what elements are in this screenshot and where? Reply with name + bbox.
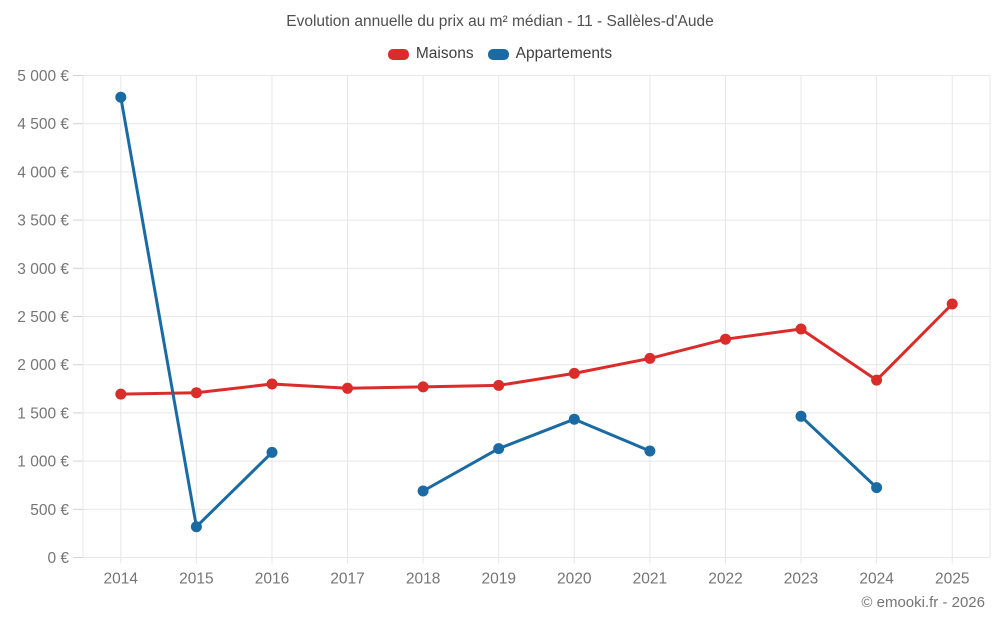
data-point-maisons-2022[interactable]	[720, 333, 731, 345]
data-point-appartements-2018[interactable]	[417, 485, 429, 497]
copyright-credit: © emooki.fr - 2026	[861, 594, 985, 611]
y-axis-label: 1 000 €	[17, 454, 69, 471]
x-axis-label: 2018	[406, 571, 440, 588]
chart-title: Evolution annuelle du prix au m² médian …	[286, 13, 714, 30]
y-axis-label: 4 000 €	[17, 164, 69, 181]
appartements-swatch-icon	[487, 48, 509, 60]
data-point-maisons-2025[interactable]	[946, 298, 958, 310]
data-point-maisons-2015[interactable]	[190, 387, 202, 399]
y-axis-label: 2 000 €	[17, 357, 69, 374]
data-point-maisons-2023[interactable]	[795, 323, 807, 335]
data-point-appartements-2014[interactable]	[115, 91, 127, 103]
legend-label-maisons: Maisons	[415, 45, 474, 62]
data-point-appartements-2016[interactable]	[266, 446, 278, 458]
data-point-maisons-2014[interactable]	[115, 388, 127, 400]
maisons-swatch-icon	[387, 48, 409, 60]
y-axis-label: 1 500 €	[17, 405, 69, 422]
legend-label-appartements: Appartements	[515, 45, 613, 62]
x-axis-label: 2021	[633, 571, 667, 588]
data-point-maisons-2016[interactable]	[266, 378, 278, 390]
x-axis-label: 2023	[784, 571, 818, 588]
data-point-maisons-2021[interactable]	[644, 352, 656, 364]
x-axis-label: 2019	[481, 571, 515, 588]
y-axis-label: 500 €	[30, 502, 69, 519]
y-axis-label: 3 000 €	[17, 261, 69, 278]
legend-item-maisons[interactable]: Maisons	[387, 45, 474, 63]
x-axis-label: 2017	[330, 571, 364, 588]
data-point-maisons-2024[interactable]	[871, 374, 883, 386]
data-point-appartements-2023[interactable]	[795, 410, 807, 422]
y-axis-label: 5 000 €	[17, 68, 69, 85]
data-point-maisons-2019[interactable]	[493, 379, 505, 391]
data-point-appartements-2024[interactable]	[871, 482, 883, 494]
data-point-maisons-2020[interactable]	[568, 367, 580, 379]
data-point-appartements-2020[interactable]	[568, 413, 580, 425]
x-axis-label: 2022	[708, 571, 742, 588]
legend-item-appartements[interactable]: Appartements	[487, 45, 613, 63]
data-point-appartements-2015[interactable]	[190, 521, 202, 533]
x-axis-label: 2024	[859, 571, 894, 588]
x-axis-label: 2025	[935, 571, 969, 588]
y-axis-label: 3 500 €	[17, 213, 69, 230]
chart-legend: Maisons Appartements	[0, 45, 1000, 63]
y-axis-label: 0 €	[47, 550, 69, 567]
x-axis-label: 2020	[557, 571, 592, 588]
data-point-appartements-2021[interactable]	[644, 445, 656, 457]
data-point-appartements-2019[interactable]	[493, 443, 505, 455]
x-axis-label: 2016	[255, 571, 289, 588]
data-point-maisons-2017[interactable]	[342, 382, 353, 394]
x-axis-label: 2015	[179, 571, 213, 588]
y-axis-label: 4 500 €	[17, 116, 69, 133]
data-point-maisons-2018[interactable]	[417, 381, 429, 393]
series-line-maisons	[119, 302, 954, 396]
y-axis-label: 2 500 €	[17, 309, 69, 326]
x-axis-label: 2014	[104, 571, 139, 588]
